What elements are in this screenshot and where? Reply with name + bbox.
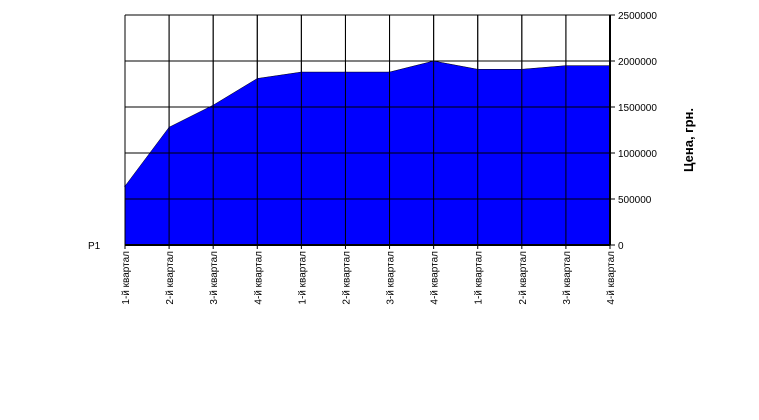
- y-tick-label: 0: [618, 241, 624, 252]
- y-tick-label: 2500000: [618, 11, 657, 22]
- y-tick-labels: 0 500000 1000000 1500000 2000000 2500000: [618, 11, 657, 252]
- x-tick-label: 2-й квартал: [341, 251, 352, 305]
- x-tick-label: 2-й квартал: [518, 251, 529, 305]
- y-tick-label: 500000: [618, 195, 652, 206]
- x-tick-label: 4-й квартал: [606, 251, 617, 305]
- series-label: Р1: [88, 241, 101, 252]
- axes: [124, 14, 615, 249]
- x-tick-label: 4-й квартал: [430, 251, 441, 305]
- x-tick-label: 3-й квартал: [562, 251, 573, 305]
- x-tick-labels: 1-й квартал 2-й квартал 3-й квартал 4-й ква…: [121, 251, 617, 305]
- series-area-layer: [124, 14, 611, 246]
- y-tick-label: 1500000: [618, 103, 657, 114]
- x-tick-label: 1-й квартал: [121, 251, 132, 305]
- x-tick-label: 3-й квартал: [386, 251, 397, 305]
- x-tick-label: 1-й квартал: [474, 251, 485, 305]
- y-tick-label: 1000000: [618, 149, 657, 160]
- x-tick-label: 1-й квартал: [297, 251, 308, 305]
- y-axis-title: Цена, грн.: [681, 108, 696, 172]
- x-tick-label: 3-й квартал: [209, 251, 220, 305]
- y-tick-label: 2000000: [618, 57, 657, 68]
- x-tick-label: 2-й квартал: [165, 251, 176, 305]
- x-tick-label: 4-й квартал: [253, 251, 264, 305]
